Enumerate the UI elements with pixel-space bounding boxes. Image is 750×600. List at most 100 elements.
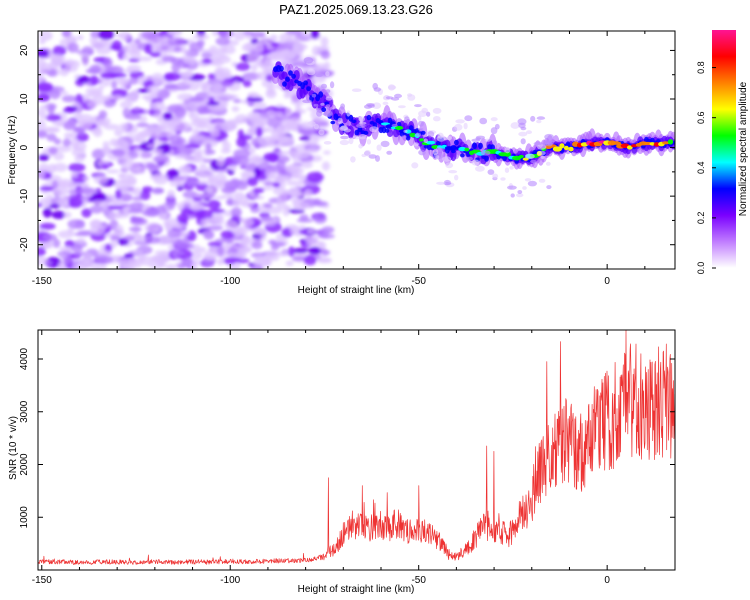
heatmap-cell: [276, 155, 290, 163]
heatmap-cell: [517, 190, 523, 194]
spectrogram-y-ticks: -20 -10 0 10 20: [19, 44, 675, 270]
heatmap-cell: [391, 123, 398, 128]
heatmap-cell: [119, 173, 126, 179]
heatmap-cell: [163, 131, 175, 138]
heatmap-cell: [509, 166, 514, 170]
heatmap-cell: [518, 122, 526, 129]
colorbar-tick-label: 0.8: [696, 61, 706, 74]
heatmap-cell: [285, 165, 297, 174]
heatmap-cell: [206, 101, 220, 106]
heatmap-cell: [321, 249, 331, 256]
heatmap-cell: [540, 155, 545, 159]
heatmap-cell: [215, 215, 225, 226]
heatmap-cell: [524, 178, 532, 182]
heatmap-cell: [311, 93, 317, 98]
heatmap-cell: [126, 64, 142, 73]
heatmap-cell: [292, 111, 301, 118]
heatmap-cell: [133, 240, 151, 246]
heatmap-cell: [432, 148, 439, 156]
heatmap-cell: [366, 103, 375, 107]
heatmap-cell: [246, 97, 264, 102]
heatmap-cell: [38, 168, 46, 179]
heatmap-cell: [52, 45, 67, 56]
heatmap-cell: [306, 240, 324, 247]
heatmap-cell: [122, 52, 129, 61]
heatmap-cell: [426, 111, 431, 117]
heatmap-cell: [265, 89, 277, 99]
heatmap-cell: [340, 135, 349, 140]
heatmap-cell: [46, 133, 57, 142]
heatmap-cell: [436, 135, 446, 142]
heatmap-cell: [134, 38, 141, 45]
heatmap-cell: [224, 219, 239, 231]
heatmap-cell: [611, 141, 622, 145]
heatmap-cell: [119, 100, 133, 109]
heatmap-cell: [39, 113, 48, 120]
heatmap-cell: [408, 125, 414, 131]
heatmap-cell: [233, 98, 242, 104]
heatmap-cell: [48, 163, 57, 174]
heatmap-cell: [48, 146, 58, 155]
heatmap-cell: [354, 129, 360, 136]
heatmap-cell: [77, 75, 90, 84]
y-tick-label: 2000: [19, 453, 30, 476]
heatmap-cell: [261, 79, 276, 88]
heatmap-cell: [522, 186, 527, 190]
heatmap-cell: [102, 76, 112, 87]
heatmap-cell: [167, 31, 183, 37]
heatmap-cell: [352, 135, 362, 140]
heatmap-cell: [173, 46, 182, 53]
heatmap-cell: [189, 96, 205, 103]
heatmap-cell: [266, 109, 275, 117]
heatmap-cell: [101, 163, 109, 170]
heatmap-cell: [373, 87, 381, 92]
heatmap-cell: [68, 163, 86, 172]
heatmap-cell: [162, 55, 177, 63]
heatmap-cell: [56, 121, 63, 127]
heatmap-cell: [90, 39, 108, 49]
colorbar: 0.0 0.2 0.4 0.6 0.8 Normalized spectral ampl…: [696, 30, 749, 274]
y-tick-label: 10: [19, 93, 30, 105]
heatmap-cell: [38, 109, 47, 116]
heatmap-cell: [176, 213, 189, 224]
snr-y-ticks: 1000 2000 3000 4000: [19, 347, 675, 528]
heatmap-cell: [201, 52, 213, 59]
heatmap-cell: [351, 119, 357, 124]
heatmap-cell: [321, 161, 331, 171]
heatmap-cell: [38, 49, 50, 58]
heatmap-cell: [38, 130, 48, 139]
heatmap-cell: [121, 160, 133, 171]
heatmap-cell: [89, 263, 107, 269]
heatmap-cell: [240, 170, 256, 178]
heatmap-cell: [207, 225, 224, 231]
heatmap-cell: [230, 207, 242, 218]
heatmap-cell: [235, 62, 251, 71]
heatmap-cell: [128, 208, 144, 214]
heatmap-cell: [50, 55, 59, 65]
heatmap-cell: [96, 47, 111, 55]
heatmap-cell: [480, 150, 491, 156]
heatmap-cell: [325, 89, 331, 93]
heatmap-cell: [157, 212, 167, 220]
heatmap-cell: [546, 185, 552, 190]
heatmap-cell: [542, 140, 548, 147]
heatmap-cell: [171, 62, 180, 73]
heatmap-cell: [271, 42, 280, 48]
heatmap-cell: [252, 226, 265, 235]
heatmap-cell: [442, 156, 452, 162]
heatmap-cell: [78, 187, 96, 195]
heatmap-cell: [167, 229, 183, 238]
heatmap-cell: [446, 136, 453, 141]
x-tick-label: 0: [604, 276, 610, 287]
heatmap-cell: [263, 181, 275, 187]
heatmap-cell: [167, 189, 176, 199]
heatmap-cell: [337, 117, 343, 125]
heatmap-cell: [358, 143, 363, 149]
heatmap-cell: [38, 154, 50, 162]
heatmap-cell: [306, 229, 316, 234]
heatmap-cell: [129, 226, 142, 232]
heatmap-cell: [115, 189, 122, 200]
heatmap-cell: [394, 93, 402, 99]
heatmap-cell: [42, 207, 53, 218]
heatmap-cell: [79, 53, 90, 58]
